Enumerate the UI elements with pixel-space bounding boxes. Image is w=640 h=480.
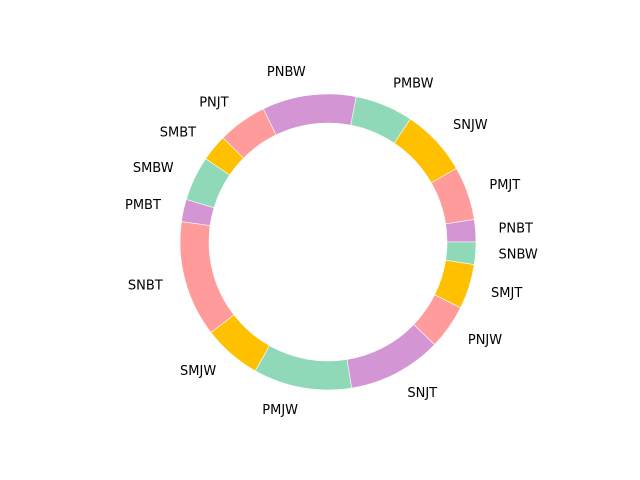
slice-label-smjt: SMJT [491,286,522,301]
slice-label-pmjw: PMJW [262,403,298,418]
slice-label-snbt: SNBT [128,279,163,294]
slice-label-pnbt: PNBT [499,221,533,236]
slice-label-snjt: SNJT [407,386,437,401]
slice-label-pmbt: PMBT [125,198,161,213]
slice-label-snjw: SNJW [453,118,488,133]
slice-label-pmjt: PMJT [489,178,520,193]
slice-label-snbw: SNBW [499,248,538,263]
slice-label-smbw: SMBW [133,161,174,176]
slice-label-pmbw: PMBW [393,76,434,91]
slice-snjt [346,324,436,389]
slice-label-smbt: SMBT [160,126,196,141]
slice-label-pnjt: PNJT [199,95,228,110]
slice-snbw [445,241,477,265]
slices-group [179,93,477,391]
slice-label-smjw: SMJW [180,364,216,379]
slice-pmjw [254,345,353,391]
labels-group: PNBT PMJT SNJW PMBW PNBW PNJT SMBT SMBW PMBT SNBT… [125,65,538,418]
slice-snbt [179,221,235,334]
slice-label-pnjw: PNJW [468,333,502,348]
slice-pnbw [262,93,357,136]
slice-label-pnbw: PNBW [267,65,306,80]
